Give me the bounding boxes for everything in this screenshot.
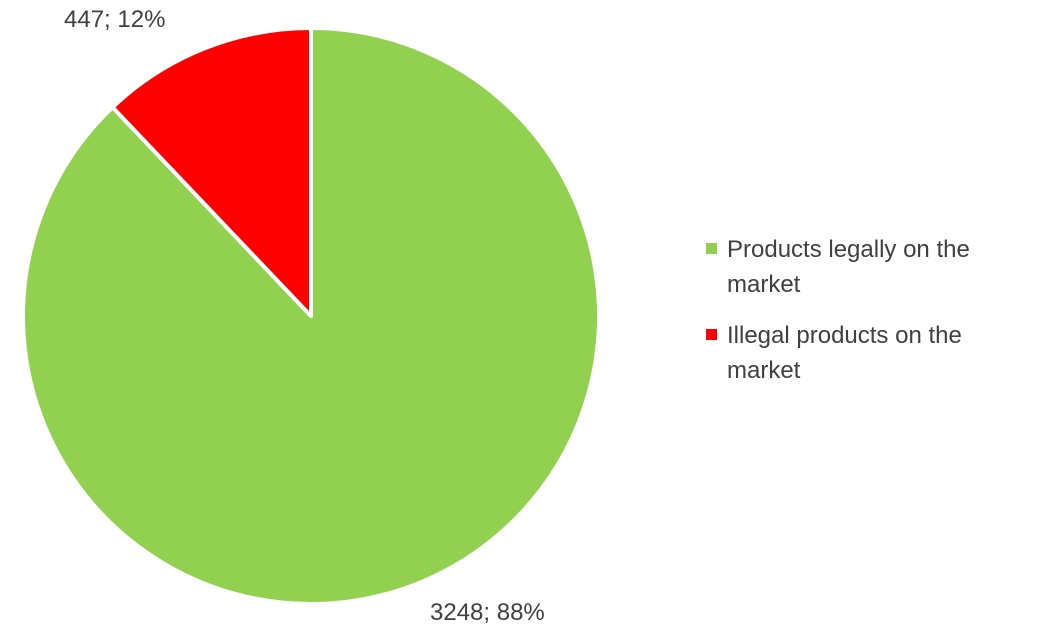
legend-item-legal[interactable]: Products legally on the market [706, 232, 1036, 302]
legend-swatch-illegal [706, 329, 717, 340]
legend-label-illegal: Illegal products on the market [727, 322, 962, 384]
legend: Products legally on the market Illegal p… [706, 232, 1036, 404]
legend-swatch-legal [706, 243, 717, 254]
pie-slice-illegal[interactable] [110, 26, 313, 318]
legend-label-legal: Products legally on the market [727, 236, 970, 298]
data-label-legal: 3248; 88% [430, 599, 545, 626]
legend-item-illegal[interactable]: Illegal products on the market [706, 318, 1036, 388]
data-label-illegal: 447; 12% [64, 6, 165, 33]
pie-slices [21, 26, 601, 606]
